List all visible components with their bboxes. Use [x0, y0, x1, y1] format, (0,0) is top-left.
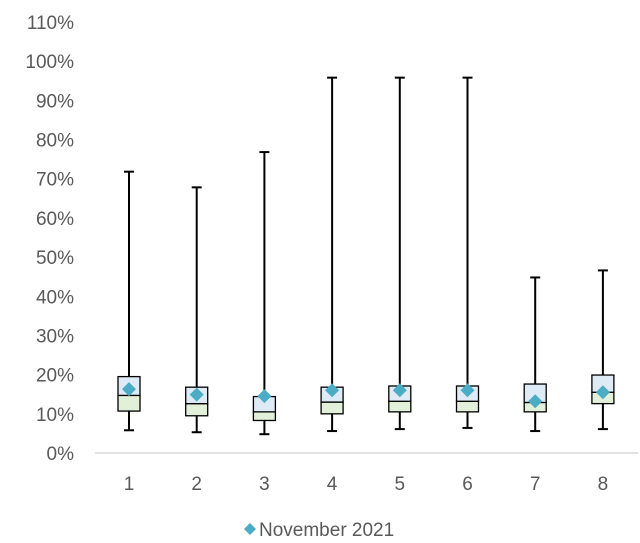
marker-point	[460, 383, 475, 398]
box-lower	[117, 394, 141, 412]
x-tick-label: 8	[598, 474, 609, 495]
y-axis-tick-labels: 0% 10% 20% 30% 40% 50% 60% 70% 80% 90% 100% 110%	[25, 13, 74, 465]
y-tick-label: 100%	[25, 52, 74, 73]
boxes	[117, 76, 615, 436]
marker-point	[257, 389, 272, 404]
y-tick-label: 30%	[36, 326, 74, 347]
marker-point	[325, 383, 340, 398]
marker-point	[528, 394, 543, 409]
box-6	[455, 76, 480, 429]
marker-point	[392, 383, 407, 398]
x-tick-label: 3	[259, 474, 270, 495]
x-tick-label: 2	[191, 474, 202, 495]
y-tick-label: 20%	[36, 366, 74, 387]
box-lower	[320, 401, 344, 415]
x-tick-label: 6	[462, 474, 473, 495]
y-tick-label: 90%	[36, 91, 74, 112]
marker-point	[122, 382, 136, 397]
box-lower	[185, 402, 209, 417]
x-tick-label: 5	[395, 474, 406, 495]
y-tick-label: 110%	[27, 13, 74, 34]
x-tick-label: 4	[327, 474, 338, 495]
marker-point	[189, 387, 204, 402]
y-tick-label: 70%	[36, 170, 74, 191]
box-lower	[455, 400, 480, 413]
y-tick-label: 80%	[36, 131, 74, 152]
box-lower	[388, 400, 412, 413]
x-tick-label: 1	[124, 474, 135, 495]
x-tick-label: 7	[530, 474, 541, 495]
marker-point	[595, 385, 610, 400]
legend-marker-november-2021	[244, 523, 256, 535]
y-tick-label: 50%	[36, 248, 74, 269]
y-tick-label: 60%	[36, 209, 74, 230]
series-markers	[122, 382, 610, 409]
box-4	[320, 76, 344, 433]
y-tick-label: 10%	[36, 405, 74, 426]
box-5	[388, 76, 412, 431]
box-lower	[252, 411, 277, 422]
legend: November 2021	[244, 520, 394, 541]
box-8	[591, 269, 615, 431]
x-axis-tick-labels: 1 2 3 4 5 6 7 8	[124, 474, 608, 495]
y-tick-label: 40%	[36, 287, 74, 308]
legend-label: November 2021	[259, 520, 394, 541]
y-tick-label: 0%	[47, 444, 75, 465]
